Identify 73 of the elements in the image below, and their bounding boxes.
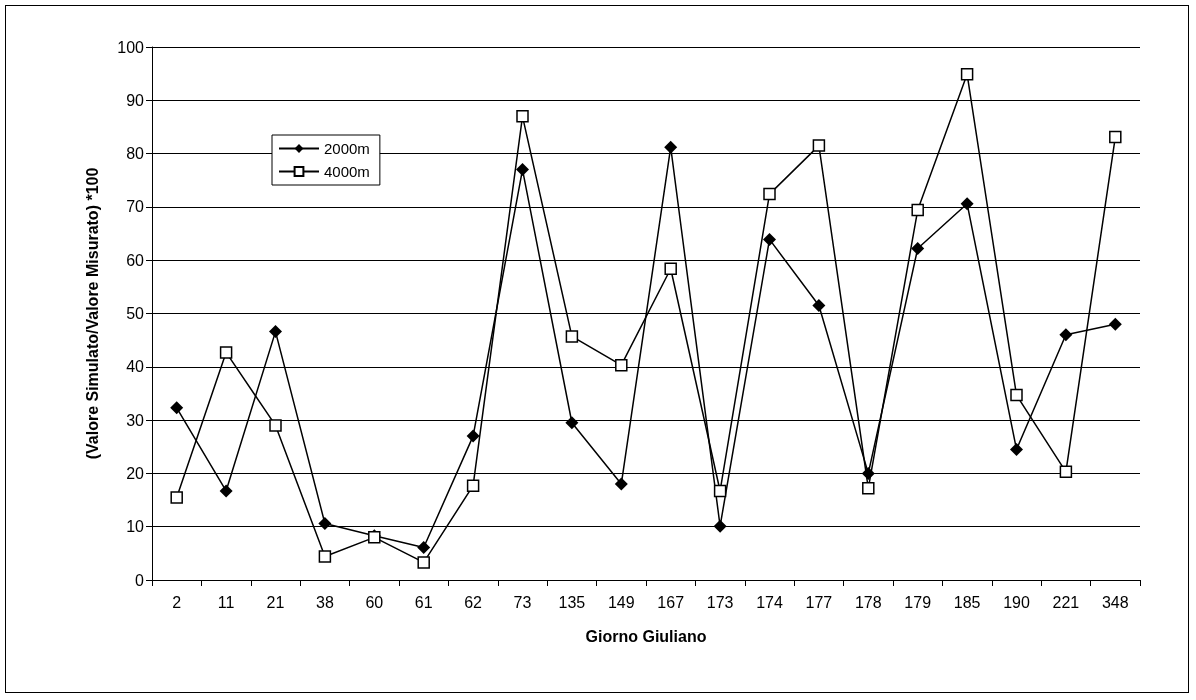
point [565,330,579,343]
x-tick-label: 167 [657,593,685,611]
point [516,163,529,177]
x-tick-label: 73 [513,593,532,611]
point [1108,317,1122,331]
x-tick-label: 178 [854,593,882,611]
point [1059,465,1073,479]
x-tick-label: 11 [217,593,235,611]
point [565,416,579,430]
point [516,110,529,123]
point [466,479,480,492]
x-tick-label: 221 [1052,593,1080,611]
x-tick-label: 348 [1101,593,1129,611]
x-tick-label: 185 [953,593,981,611]
point [269,419,282,432]
y-tick-label: 70 [126,198,145,216]
point [960,197,974,211]
point [812,299,826,313]
point [615,358,628,372]
point [219,484,233,498]
x-tick-label: 21 [266,593,285,611]
x-tick-label: 173 [706,593,734,611]
x-tick-label: 2 [172,593,182,611]
point [862,482,875,495]
x-tick-label: 149 [607,593,635,611]
x-tick-label: 61 [414,593,433,611]
y-tick-label: 40 [126,358,145,376]
y-tick-label: 90 [126,91,145,109]
y-tick-label: 10 [126,518,145,536]
x-tick-label: 179 [904,593,932,611]
point [417,540,431,554]
y-axis-title: (Valore Simulato/Valore Misurato) *100 [83,167,101,460]
y-tick-label: 30 [126,411,145,429]
point [960,67,974,81]
point [318,517,332,530]
point [763,232,776,246]
point [170,401,184,415]
legend-label: 4000m [324,163,370,180]
point [664,262,677,275]
point [812,139,826,152]
point [664,140,678,154]
y-tick-label: 100 [117,38,145,56]
point [1010,442,1023,456]
point [417,556,430,569]
point [1109,130,1122,144]
x-axis-title: Giorno Giuliano [585,627,707,645]
x-tick-label: 38 [316,593,334,611]
y-tick-label: 0 [135,571,145,589]
point [861,466,875,480]
y-tick-label: 50 [126,305,145,322]
point [763,187,776,201]
x-tick-label: 60 [365,593,384,611]
point [1010,388,1023,402]
point [170,491,183,504]
point [713,484,727,498]
x-tick-label: 62 [464,593,483,611]
y-tick-label: 20 [126,464,145,482]
point [614,477,628,491]
y-tick-label: 80 [126,145,145,163]
legend-label: 2000m [324,140,370,157]
point [466,429,480,443]
x-tick-label: 174 [756,593,783,611]
point [318,550,332,563]
point [219,346,233,359]
point [911,203,924,217]
x-tick-label: 190 [1003,593,1030,611]
y-tick-label: 60 [126,251,145,269]
x-tick-label: 177 [805,593,833,611]
point [713,519,727,533]
point [1059,328,1073,342]
x-tick-label: 135 [558,593,586,611]
point [269,325,282,339]
point [911,241,925,255]
